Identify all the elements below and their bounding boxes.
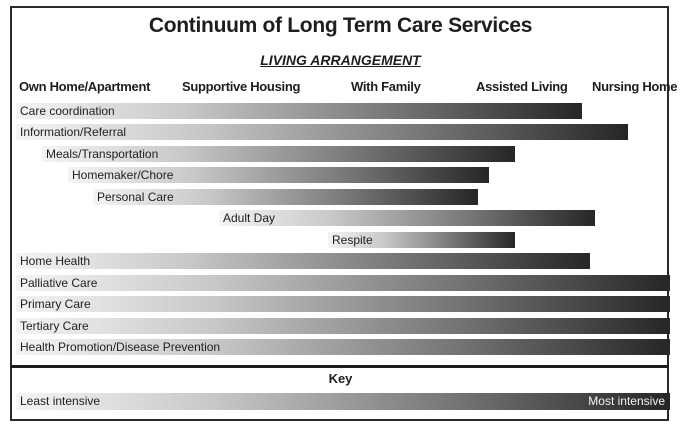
column-nursing-home: Nursing Home xyxy=(592,79,678,94)
service-label: Personal Care xyxy=(97,190,174,204)
service-label: Meals/Transportation xyxy=(46,147,159,161)
service-bar-information-referral: Information/Referral xyxy=(16,124,628,140)
service-label: Care coordination xyxy=(20,104,115,118)
service-bar-personal-care: Personal Care xyxy=(93,189,478,205)
diagram-title: Continuum of Long Term Care Services xyxy=(148,14,533,37)
service-label: Information/Referral xyxy=(20,125,127,139)
column-own-home: Own Home/Apartment xyxy=(19,79,151,94)
service-bar-palliative-care: Palliative Care xyxy=(16,275,670,291)
service-label: Health Promotion/Disease Prevention xyxy=(20,340,221,354)
living-arrangement-heading: LIVING ARRANGEMENT xyxy=(260,52,421,68)
service-label: Tertiary Care xyxy=(20,319,89,333)
diagram-frame xyxy=(10,6,669,421)
service-bar-meals-transportation: Meals/Transportation xyxy=(42,146,515,162)
column-supportive-housing: Supportive Housing xyxy=(182,79,301,94)
service-bar-home-health: Home Health xyxy=(16,253,590,269)
key-gradient-bar: Least intensive Most intensive xyxy=(16,393,670,410)
key-divider xyxy=(10,365,669,368)
service-bar-care-coordination: Care coordination xyxy=(16,103,582,119)
service-label: Respite xyxy=(332,233,373,247)
service-label: Adult Day xyxy=(223,211,276,225)
service-bar-tertiary-care: Tertiary Care xyxy=(16,318,670,334)
key-most-label: Most intensive xyxy=(588,394,665,408)
service-bar-adult-day: Adult Day xyxy=(219,210,595,226)
service-bar-homemaker-chore: Homemaker/Chore xyxy=(68,167,489,183)
service-bar-respite: Respite xyxy=(328,232,515,248)
service-label: Homemaker/Chore xyxy=(72,168,174,182)
service-label: Palliative Care xyxy=(20,276,98,290)
key-least-label: Least intensive xyxy=(20,394,101,408)
service-label: Primary Care xyxy=(20,297,91,311)
service-bar-primary-care: Primary Care xyxy=(16,296,670,312)
service-label: Home Health xyxy=(20,254,91,268)
service-bar-health-promotion: Health Promotion/Disease Prevention xyxy=(16,339,670,355)
key-title: Key xyxy=(328,371,353,386)
column-assisted-living: Assisted Living xyxy=(476,79,568,94)
column-with-family: With Family xyxy=(351,79,421,94)
